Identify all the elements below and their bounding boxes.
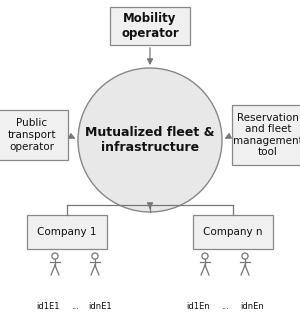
FancyBboxPatch shape [27,215,107,249]
Text: Company n: Company n [203,227,263,237]
Text: id1E1: id1E1 [36,302,60,311]
Text: ...: ... [221,302,229,311]
Circle shape [78,68,222,212]
Text: Reservation
and fleet
management
tool: Reservation and fleet management tool [233,113,300,157]
Circle shape [202,253,208,259]
FancyBboxPatch shape [193,215,273,249]
FancyBboxPatch shape [110,7,190,45]
FancyBboxPatch shape [0,110,68,160]
Text: Company 1: Company 1 [37,227,97,237]
Circle shape [52,253,58,259]
Text: idnE1: idnE1 [88,302,112,311]
Text: ...: ... [71,302,79,311]
Circle shape [92,253,98,259]
Text: idnEn: idnEn [240,302,264,311]
Text: id1En: id1En [186,302,210,311]
Circle shape [242,253,248,259]
FancyBboxPatch shape [232,105,300,165]
Text: Public
transport
operator: Public transport operator [8,118,56,151]
Text: Mutualized fleet &
infrastructure: Mutualized fleet & infrastructure [85,126,215,154]
Text: Mobility
operator: Mobility operator [121,12,179,40]
